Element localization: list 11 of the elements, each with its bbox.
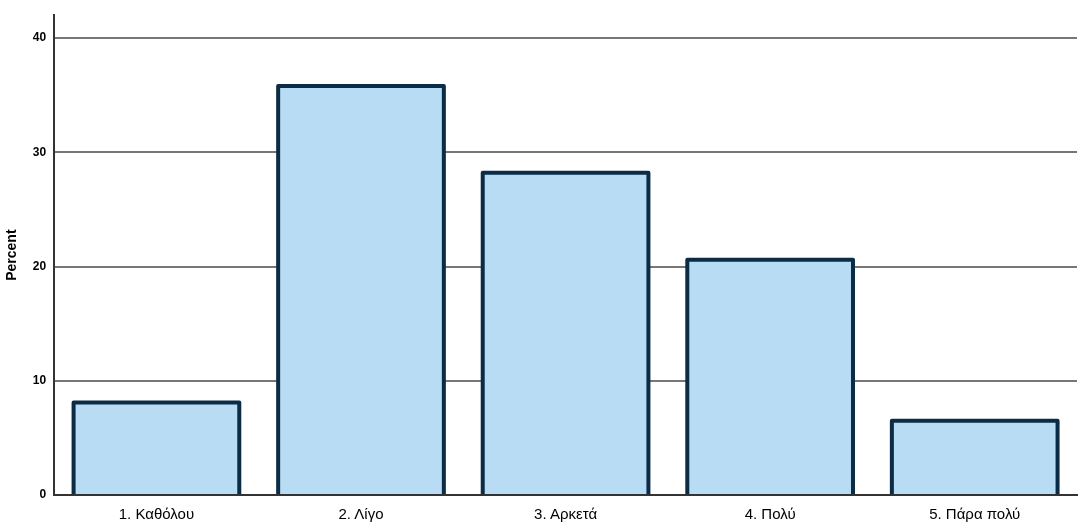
y-tick-label: 0 xyxy=(39,487,47,502)
y-tick-label: 20 xyxy=(32,258,47,273)
y-tick-label: 40 xyxy=(32,30,47,45)
y-tick-label: 30 xyxy=(32,144,47,159)
x-tick-label: 2. Λίγο xyxy=(338,505,384,523)
x-tick-label: 5. Πάρα πολύ xyxy=(929,505,1021,523)
x-tick-label: 1. Καθόλου xyxy=(118,505,195,523)
y-tick-label: 10 xyxy=(32,373,47,388)
x-tick-label: 3. Αρκετά xyxy=(534,505,598,523)
y-axis-title: Percent xyxy=(3,229,20,281)
x-tick-label: 4. Πολύ xyxy=(744,505,796,523)
